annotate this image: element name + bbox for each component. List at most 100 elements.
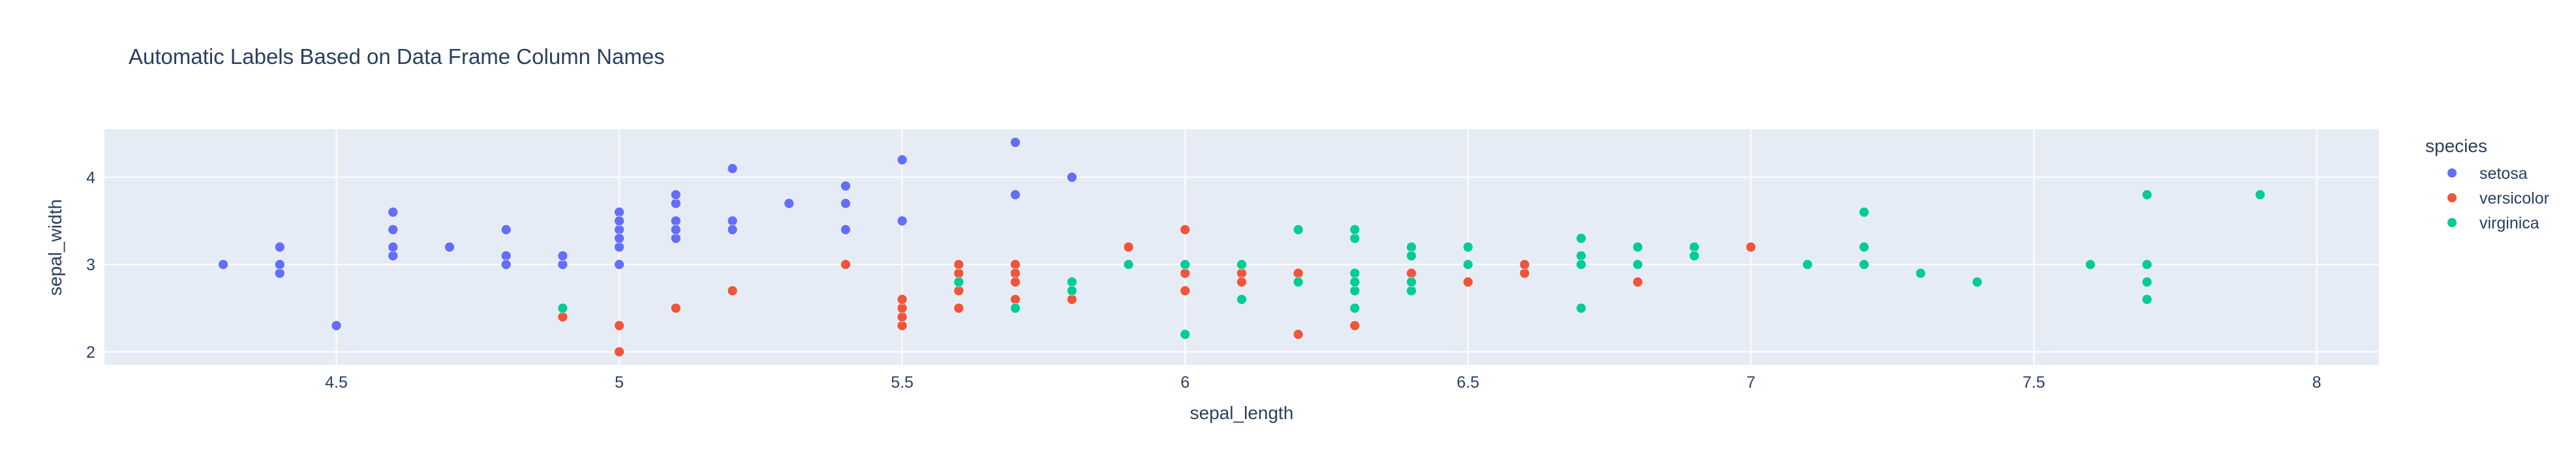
legend-item-virginica[interactable]: virginica <box>2447 214 2539 232</box>
data-point-setosa[interactable] <box>557 251 568 261</box>
data-point-versicolor[interactable] <box>897 294 908 305</box>
data-point-versicolor[interactable] <box>1519 268 1530 279</box>
data-point-virginica[interactable] <box>1915 268 1926 279</box>
data-point-versicolor[interactable] <box>1180 268 1191 279</box>
data-point-setosa[interactable] <box>727 163 738 174</box>
data-point-setosa[interactable] <box>1067 172 1077 183</box>
data-point-virginica[interactable] <box>1293 224 1304 235</box>
data-point-virginica[interactable] <box>2141 294 2153 305</box>
data-point-setosa[interactable] <box>444 242 455 253</box>
data-point-virginica[interactable] <box>1576 259 1587 270</box>
data-point-virginica[interactable] <box>1859 207 1869 217</box>
data-point-virginica[interactable] <box>1406 277 1417 287</box>
data-point-versicolor[interactable] <box>727 285 738 296</box>
data-point-setosa[interactable] <box>388 224 399 235</box>
data-point-versicolor[interactable] <box>614 320 624 331</box>
data-point-setosa[interactable] <box>274 259 285 270</box>
data-point-virginica[interactable] <box>1236 294 1247 305</box>
data-point-setosa[interactable] <box>614 207 624 217</box>
data-point-virginica[interactable] <box>1633 259 1643 270</box>
data-point-setosa[interactable] <box>1010 189 1020 200</box>
data-point-versicolor[interactable] <box>1293 268 1304 279</box>
data-point-virginica[interactable] <box>1349 224 1360 235</box>
data-point-virginica[interactable] <box>1576 303 1587 313</box>
data-point-virginica[interactable] <box>1463 242 1473 253</box>
data-point-versicolor[interactable] <box>1633 277 1643 287</box>
data-point-virginica[interactable] <box>2141 277 2153 287</box>
data-point-versicolor[interactable] <box>1010 259 1020 270</box>
data-point-versicolor[interactable] <box>1406 268 1417 279</box>
data-point-virginica[interactable] <box>1067 285 1077 296</box>
data-point-virginica[interactable] <box>1463 259 1473 270</box>
data-point-setosa[interactable] <box>388 251 399 261</box>
data-point-versicolor[interactable] <box>1010 277 1020 287</box>
data-point-setosa[interactable] <box>500 224 512 235</box>
data-point-setosa[interactable] <box>897 155 908 165</box>
data-point-setosa[interactable] <box>614 259 624 270</box>
data-point-setosa[interactable] <box>218 259 228 270</box>
data-point-versicolor[interactable] <box>1293 329 1304 340</box>
data-point-versicolor[interactable] <box>1180 285 1191 296</box>
data-point-setosa[interactable] <box>614 233 624 243</box>
data-point-setosa[interactable] <box>671 233 681 243</box>
data-point-versicolor[interactable] <box>897 303 908 313</box>
data-point-versicolor[interactable] <box>1010 268 1020 279</box>
data-point-setosa[interactable] <box>727 224 738 235</box>
data-point-virginica[interactable] <box>1349 285 1360 296</box>
data-point-virginica[interactable] <box>1349 268 1360 279</box>
data-point-virginica[interactable] <box>1689 251 1700 261</box>
data-point-setosa[interactable] <box>274 242 285 253</box>
data-point-versicolor[interactable] <box>671 303 681 313</box>
data-point-setosa[interactable] <box>671 189 681 200</box>
data-point-setosa[interactable] <box>614 224 624 235</box>
data-point-versicolor[interactable] <box>1123 242 1134 253</box>
data-point-versicolor[interactable] <box>953 268 964 279</box>
data-point-virginica[interactable] <box>1689 242 1700 253</box>
data-point-virginica[interactable] <box>1859 242 1869 253</box>
data-point-virginica[interactable] <box>953 277 964 287</box>
data-point-virginica[interactable] <box>1633 242 1643 253</box>
data-point-versicolor[interactable] <box>1519 259 1530 270</box>
data-point-setosa[interactable] <box>500 259 512 270</box>
data-point-versicolor[interactable] <box>1463 277 1473 287</box>
data-point-versicolor[interactable] <box>1745 242 1756 253</box>
data-point-setosa[interactable] <box>671 224 681 235</box>
data-point-versicolor[interactable] <box>557 311 568 322</box>
data-point-setosa[interactable] <box>1010 137 1020 148</box>
data-point-setosa[interactable] <box>671 198 681 209</box>
data-point-setosa[interactable] <box>557 259 568 270</box>
data-point-versicolor[interactable] <box>953 285 964 296</box>
data-point-versicolor[interactable] <box>953 259 964 270</box>
data-point-setosa[interactable] <box>614 215 624 227</box>
data-point-versicolor[interactable] <box>614 347 624 357</box>
data-point-virginica[interactable] <box>1349 233 1360 243</box>
data-point-versicolor[interactable] <box>897 320 908 331</box>
data-point-virginica[interactable] <box>1349 303 1360 313</box>
data-point-versicolor[interactable] <box>1010 294 1020 305</box>
data-point-virginica[interactable] <box>1067 277 1077 287</box>
legend-item-setosa[interactable]: setosa <box>2447 164 2528 183</box>
data-point-versicolor[interactable] <box>1236 277 1247 287</box>
data-point-setosa[interactable] <box>331 320 342 331</box>
data-point-setosa[interactable] <box>784 198 795 209</box>
data-point-versicolor[interactable] <box>1067 294 1077 305</box>
data-point-virginica[interactable] <box>2141 259 2153 270</box>
data-point-virginica[interactable] <box>1406 285 1417 296</box>
data-point-versicolor[interactable] <box>1349 320 1360 331</box>
data-point-virginica[interactable] <box>2255 189 2265 200</box>
data-point-virginica[interactable] <box>1236 259 1247 270</box>
data-point-setosa[interactable] <box>274 268 285 279</box>
data-point-setosa[interactable] <box>897 215 908 227</box>
data-point-virginica[interactable] <box>2085 259 2096 270</box>
data-point-virginica[interactable] <box>1180 329 1191 340</box>
data-point-virginica[interactable] <box>1349 277 1360 287</box>
legend-item-versicolor[interactable]: versicolor <box>2447 189 2549 208</box>
data-point-versicolor[interactable] <box>953 303 964 313</box>
data-point-virginica[interactable] <box>1972 277 1983 287</box>
data-point-virginica[interactable] <box>1576 251 1587 261</box>
data-point-virginica[interactable] <box>1123 259 1134 270</box>
data-point-setosa[interactable] <box>840 198 851 209</box>
data-point-setosa[interactable] <box>500 251 512 261</box>
data-point-setosa[interactable] <box>727 215 738 227</box>
data-point-virginica[interactable] <box>1293 277 1304 287</box>
